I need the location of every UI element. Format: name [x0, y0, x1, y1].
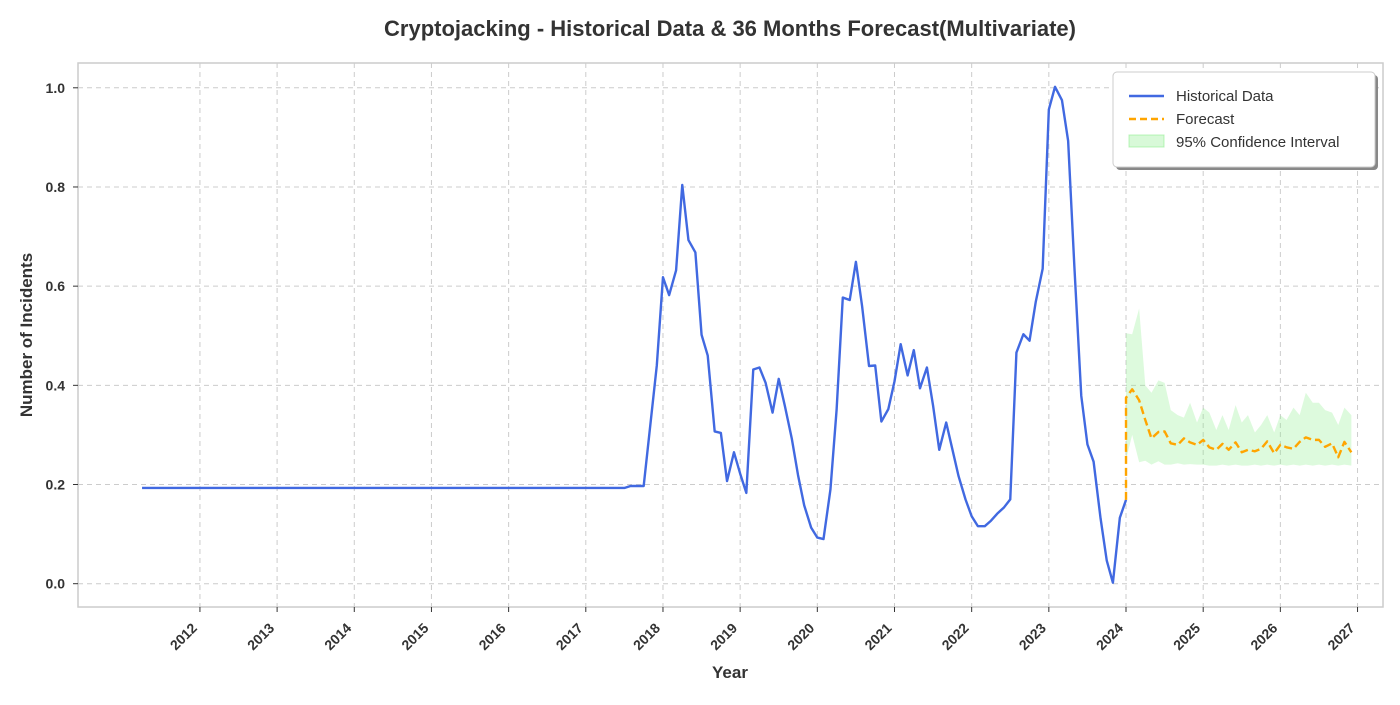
legend: Historical Data Forecast 95% Confidence … — [1112, 71, 1378, 170]
x-tick-label: 2014 — [321, 620, 354, 653]
chart-title: Cryptojacking - Historical Data & 36 Mon… — [384, 16, 1076, 41]
x-tick-label: 2012 — [167, 620, 200, 653]
x-tick-label: 2024 — [1093, 620, 1126, 653]
y-axis-ticks: 0.0 0.2 0.4 0.6 0.8 1.0 — [46, 80, 78, 592]
confidence-interval-band — [1126, 308, 1352, 466]
legend-label-forecast: Forecast — [1176, 111, 1235, 128]
series-layer — [142, 85, 1353, 584]
y-tick-label: 0.6 — [46, 278, 66, 294]
x-tick-label: 2018 — [630, 620, 663, 653]
y-axis-label: Number of Incidents — [17, 253, 36, 417]
legend-swatch-ci — [1128, 134, 1165, 148]
x-tick-label: 2020 — [784, 620, 817, 653]
legend-label-ci: 95% Confidence Interval — [1176, 134, 1339, 151]
x-tick-label: 2016 — [475, 620, 508, 653]
x-axis-label: Year — [712, 663, 748, 682]
historical-data-line — [142, 85, 1128, 584]
x-tick-label: 2023 — [1016, 620, 1049, 653]
y-tick-label: 0.2 — [46, 477, 66, 493]
y-tick-label: 1.0 — [46, 80, 66, 96]
x-tick-label: 2026 — [1247, 620, 1280, 653]
legend-label-historical: Historical Data — [1176, 88, 1274, 105]
y-tick-label: 0.4 — [46, 377, 66, 393]
x-tick-label: 2017 — [553, 620, 586, 653]
confidence-band-layer — [1126, 308, 1352, 466]
y-tick-label: 0.8 — [46, 179, 66, 195]
x-axis-ticks: 2012 2013 2014 2015 2016 2017 2018 2019 2020 2021… — [167, 607, 1359, 653]
x-tick-label: 2015 — [398, 620, 431, 653]
plot-frame — [77, 62, 1384, 608]
x-tick-label: 2027 — [1324, 620, 1357, 653]
forecast-line — [1124, 388, 1353, 500]
x-tick-label: 2021 — [861, 620, 894, 653]
x-tick-label: 2013 — [244, 620, 277, 653]
x-tick-label: 2025 — [1170, 620, 1203, 653]
legend-box — [1112, 71, 1376, 168]
x-tick-label: 2019 — [707, 620, 740, 653]
y-tick-label: 0.0 — [46, 576, 66, 592]
x-tick-label: 2022 — [938, 620, 971, 653]
grid-lines — [78, 63, 1383, 607]
